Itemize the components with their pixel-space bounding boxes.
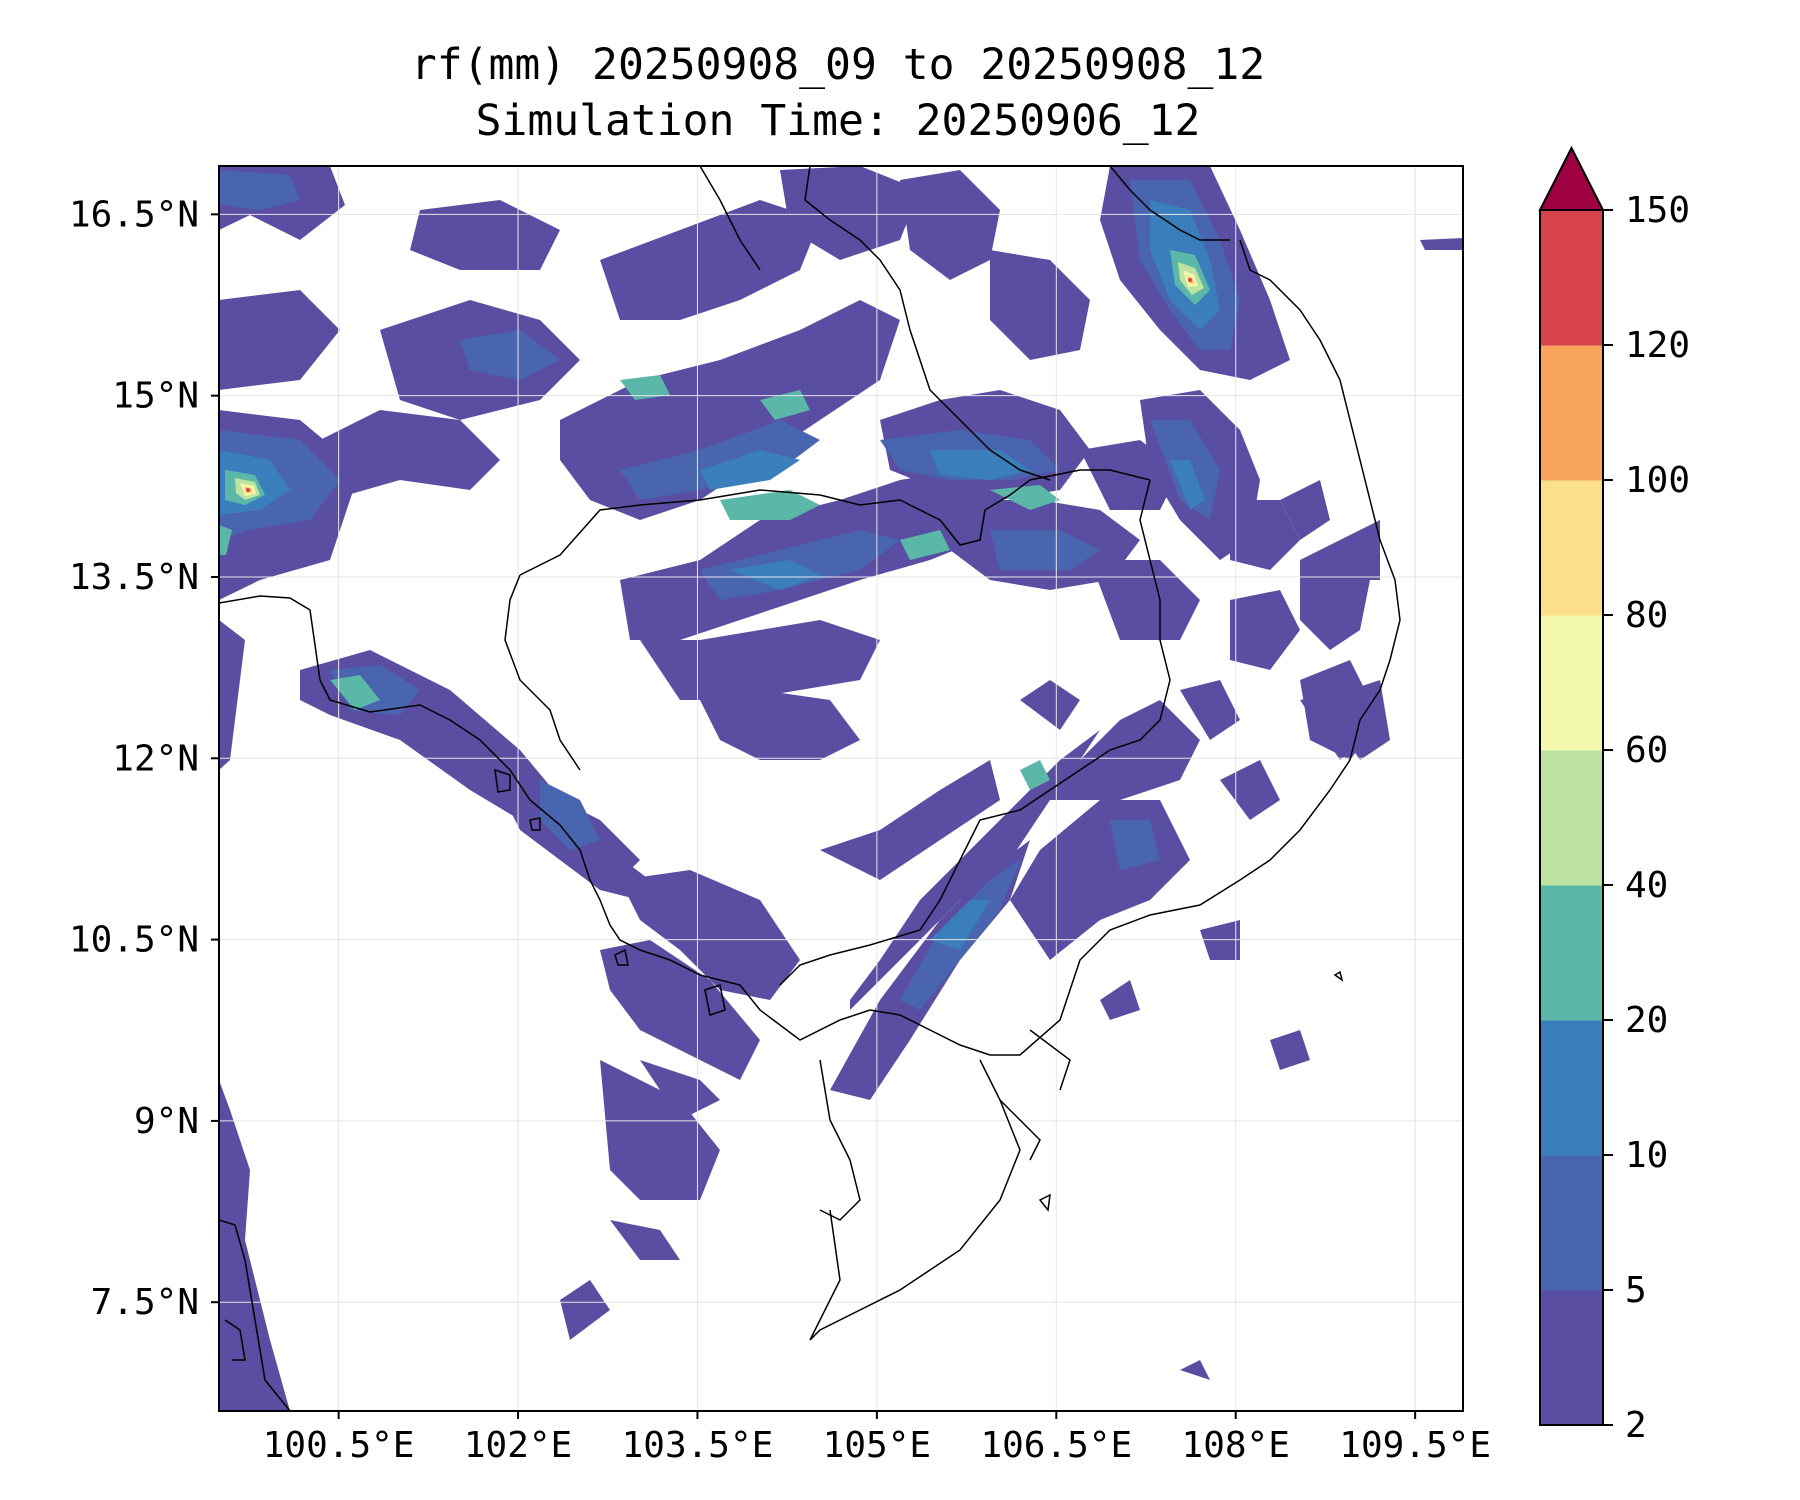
x-tick-label: 103.5°E: [622, 1425, 774, 1466]
y-tick-label: 9°N: [134, 1101, 199, 1142]
y-tick-label: 16.5°N: [69, 194, 199, 235]
colorbar-swatch: [1540, 750, 1603, 886]
colorbar-swatch: [1540, 885, 1603, 1021]
y-tick-label: 10.5°N: [69, 920, 199, 961]
colorbar-swatch: [1540, 1290, 1603, 1426]
coastlines-and-borders: [219, 166, 1401, 1411]
colorbar: 2 5 10 20 40 60 80 100 120 150: [1538, 145, 1690, 1446]
colorbar-extend-arrow: [1538, 145, 1605, 211]
x-tick-label: 106.5°E: [980, 1425, 1132, 1466]
colorbar-swatch: [1540, 615, 1603, 751]
colorbar-label: 5: [1625, 1270, 1647, 1311]
y-axis: 16.5°N 15°N 13.5°N 12°N 10.5°N 9°N 7.5°N: [69, 194, 219, 1323]
map-title-line-1: rf(mm) 20250908_09 to 20250908_12: [411, 40, 1265, 90]
rainfall-contours: [219, 166, 1463, 1411]
x-axis: 100.5°E 102°E 103.5°E 105°E 106.5°E 108°E 109.…: [263, 1411, 1491, 1466]
x-tick-label: 105°E: [823, 1425, 931, 1466]
y-tick-label: 15°N: [112, 376, 199, 417]
x-tick-label: 109.5°E: [1339, 1425, 1491, 1466]
colorbar-label: 40: [1625, 865, 1668, 906]
map-frame: [218, 165, 1464, 1412]
colorbar-label: 20: [1625, 1000, 1668, 1041]
colorbar-label: 10: [1625, 1135, 1668, 1176]
colorbar-label: 120: [1625, 325, 1690, 366]
x-tick-label: 102°E: [464, 1425, 572, 1466]
colorbar-swatch: [1540, 1020, 1603, 1156]
colorbar-label: 150: [1625, 190, 1690, 231]
map-title-line-2: Simulation Time: 20250906_12: [476, 96, 1201, 146]
colorbar-swatch: [1540, 480, 1603, 616]
colorbar-swatch: [1540, 1155, 1603, 1291]
colorbar-label: 60: [1625, 730, 1668, 771]
gridlines: [219, 166, 1463, 1411]
colorbar-label: 80: [1625, 595, 1668, 636]
x-tick-label: 108°E: [1182, 1425, 1290, 1466]
x-tick-label: 100.5°E: [263, 1425, 415, 1466]
y-tick-label: 13.5°N: [69, 557, 199, 598]
colorbar-swatch: [1540, 345, 1603, 481]
colorbar-label: 100: [1625, 460, 1690, 501]
map-panel: 100.5°E 102°E 103.5°E 105°E 106.5°E 108°E 109.…: [69, 165, 1491, 1466]
colorbar-label: 2: [1625, 1405, 1647, 1446]
colorbar-swatch: [1540, 210, 1603, 346]
y-tick-label: 7.5°N: [91, 1282, 199, 1323]
y-tick-label: 12°N: [112, 738, 199, 779]
colorbar-frame: [1539, 209, 1604, 1426]
